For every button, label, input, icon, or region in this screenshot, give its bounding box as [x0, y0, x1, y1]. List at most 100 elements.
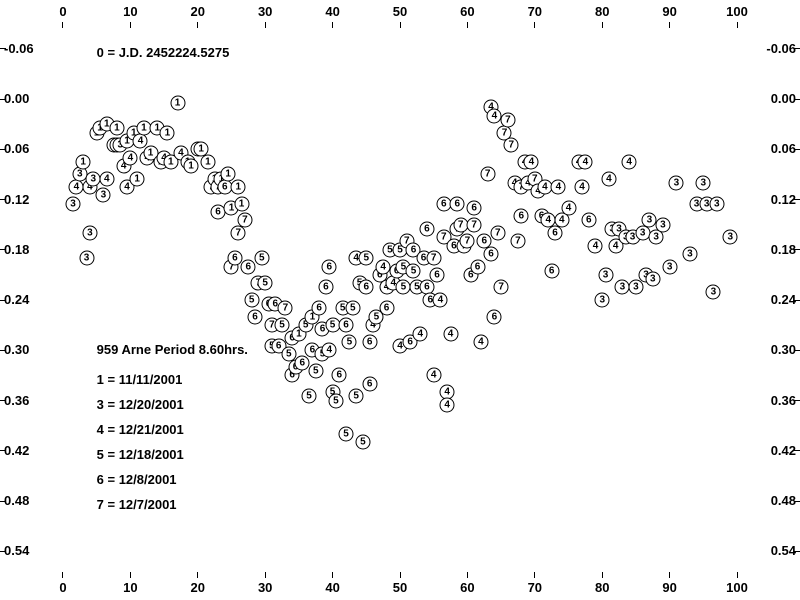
x-tick-mark [62, 572, 63, 578]
y-tick-left-label: 0.30 [4, 342, 29, 357]
data-point: 4 [601, 171, 616, 186]
data-point: 6 [470, 259, 485, 274]
y-tick-right-label: 0.00 [771, 91, 796, 106]
data-point: 4 [433, 293, 448, 308]
chart-annotation: 5 = 12/18/2001 [97, 447, 184, 462]
data-point: 7 [426, 251, 441, 266]
chart-annotation: 959 Arne Period 8.60hrs. [97, 342, 248, 357]
data-point: 3 [662, 259, 677, 274]
chart-annotation: 0 = J.D. 2452224.5275 [97, 45, 230, 60]
data-point: 6 [362, 376, 377, 391]
x-tick-mark [400, 22, 401, 28]
chart-annotation: 6 = 12/8/2001 [97, 472, 177, 487]
data-point: 4 [426, 368, 441, 383]
x-tick-top-label: 40 [325, 4, 339, 19]
y-tick-right-label: 0.48 [771, 493, 796, 508]
y-tick-mark [794, 450, 800, 451]
data-point: 1 [76, 154, 91, 169]
data-point: 3 [628, 280, 643, 295]
data-point: 4 [622, 154, 637, 169]
chart-annotation: 7 = 12/7/2001 [97, 497, 177, 512]
x-tick-bottom-label: 40 [325, 580, 339, 595]
x-tick-mark [197, 572, 198, 578]
data-point: 4 [578, 154, 593, 169]
data-point: 1 [184, 159, 199, 174]
x-tick-mark [534, 572, 535, 578]
y-tick-right-label: 0.54 [771, 543, 796, 558]
y-tick-mark [794, 551, 800, 552]
x-tick-mark [130, 22, 131, 28]
data-point: 6 [339, 318, 354, 333]
data-point: 5 [254, 251, 269, 266]
data-point: 6 [419, 221, 434, 236]
x-tick-mark [197, 22, 198, 28]
x-tick-mark [265, 22, 266, 28]
data-point: 4 [440, 397, 455, 412]
data-point: 3 [66, 196, 81, 211]
data-point: 3 [96, 188, 111, 203]
data-point: 5 [349, 389, 364, 404]
x-tick-mark [332, 22, 333, 28]
data-point: 5 [302, 389, 317, 404]
x-tick-top-label: 100 [726, 4, 748, 19]
data-point: 6 [312, 301, 327, 316]
y-tick-mark [794, 48, 800, 49]
y-tick-right-label: -0.06 [766, 41, 796, 56]
y-tick-right-label: 0.24 [771, 292, 796, 307]
data-point: 3 [696, 175, 711, 190]
y-tick-right-label: 0.30 [771, 342, 796, 357]
data-point: 1 [160, 125, 175, 140]
y-tick-mark [0, 551, 6, 552]
data-point: 1 [130, 171, 145, 186]
y-tick-left-label: -0.06 [4, 41, 34, 56]
data-point: 3 [79, 251, 94, 266]
y-tick-mark [794, 350, 800, 351]
data-point: 6 [430, 267, 445, 282]
data-point: 4 [473, 334, 488, 349]
y-tick-mark [0, 501, 6, 502]
data-point: 1 [234, 196, 249, 211]
data-point: 7 [510, 234, 525, 249]
data-point: 3 [682, 246, 697, 261]
data-point: 7 [504, 138, 519, 153]
y-tick-mark [0, 400, 6, 401]
chart-annotation: 3 = 12/20/2001 [97, 397, 184, 412]
data-point: 6 [379, 301, 394, 316]
data-point: 4 [123, 150, 138, 165]
x-tick-mark [602, 22, 603, 28]
y-tick-mark [794, 501, 800, 502]
data-point: 4 [413, 326, 428, 341]
x-tick-top-label: 10 [123, 4, 137, 19]
y-tick-mark [0, 450, 6, 451]
data-point: 6 [227, 251, 242, 266]
x-tick-mark [400, 572, 401, 578]
data-point: 5 [406, 263, 421, 278]
y-tick-mark [794, 149, 800, 150]
data-point: 3 [595, 293, 610, 308]
data-point: 6 [581, 213, 596, 228]
data-point: 6 [362, 334, 377, 349]
x-tick-top-label: 20 [191, 4, 205, 19]
data-point: 6 [467, 200, 482, 215]
y-tick-mark [794, 249, 800, 250]
data-point: 4 [322, 343, 337, 358]
data-point: 6 [484, 246, 499, 261]
x-tick-top-label: 70 [528, 4, 542, 19]
y-tick-right-label: 0.12 [771, 192, 796, 207]
data-point: 4 [575, 179, 590, 194]
data-point: 4 [561, 200, 576, 215]
data-point: 6 [544, 263, 559, 278]
data-point: 7 [500, 112, 515, 127]
x-tick-mark [467, 22, 468, 28]
data-point: 3 [723, 230, 738, 245]
data-point: 7 [467, 217, 482, 232]
x-tick-mark [62, 22, 63, 28]
x-tick-top-label: 60 [460, 4, 474, 19]
data-point: 1 [170, 96, 185, 111]
data-point: 3 [655, 217, 670, 232]
data-point: 1 [231, 179, 246, 194]
data-point: 6 [318, 280, 333, 295]
data-point: 7 [490, 226, 505, 241]
y-tick-mark [794, 99, 800, 100]
y-tick-mark [0, 300, 6, 301]
